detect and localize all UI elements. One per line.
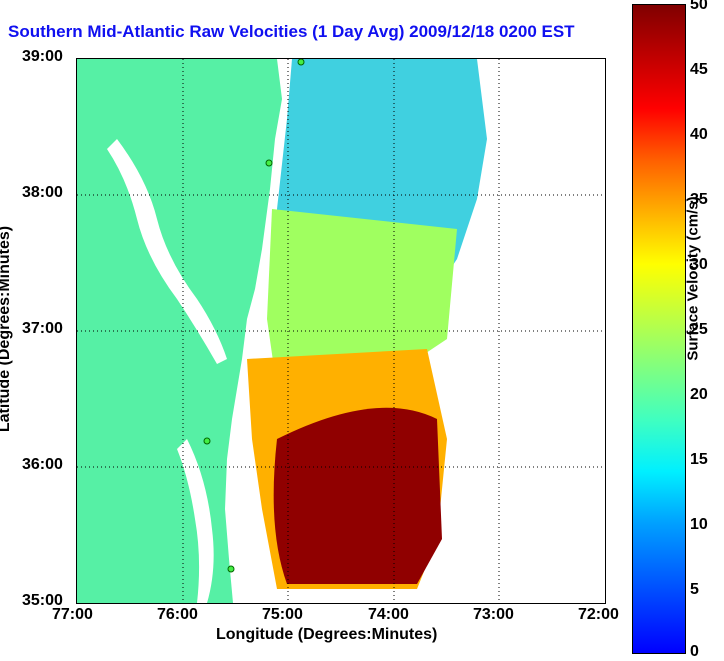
- colorbar-tick: 45: [690, 61, 708, 78]
- colorbar-tick: 30: [690, 256, 708, 273]
- velocity-field-mid: [267, 209, 457, 389]
- x-tick: 76:00: [157, 606, 198, 623]
- x-tick: 73:00: [473, 606, 514, 623]
- map-canvas: [77, 59, 605, 603]
- y-axis-label: Latitude (Degrees:Minutes): [0, 225, 14, 433]
- colorbar-tick: 40: [690, 126, 708, 143]
- map-title: Southern Mid-Atlantic Raw Velocities (1 …: [8, 22, 575, 41]
- y-tick: 39:00: [22, 48, 63, 65]
- y-tick: 35:00: [22, 592, 63, 609]
- colorbar-tick: 25: [690, 321, 708, 338]
- y-tick: 37:00: [22, 320, 63, 337]
- colorbar-tick: 10: [690, 516, 708, 533]
- colorbar: [632, 4, 686, 654]
- y-tick: 36:00: [22, 456, 63, 473]
- map-plot-area[interactable]: [76, 58, 606, 604]
- station-marker: [203, 437, 211, 445]
- x-tick: 72:00: [578, 606, 619, 623]
- colorbar-tick: 0: [690, 643, 699, 660]
- colorbar-tick: 5: [690, 581, 699, 598]
- station-marker: [297, 59, 305, 66]
- sound-water: [177, 439, 214, 603]
- colorbar-tick: 50: [690, 0, 708, 13]
- land-mass: [77, 59, 282, 603]
- x-axis-label: Longitude (Degrees:Minutes): [216, 626, 438, 643]
- x-tick: 74:00: [368, 606, 409, 623]
- station-marker: [265, 159, 273, 167]
- colorbar-tick: 20: [690, 386, 708, 403]
- colorbar-tick: 35: [690, 191, 708, 208]
- x-tick: 75:00: [262, 606, 303, 623]
- x-tick: 77:00: [52, 606, 93, 623]
- y-tick: 38:00: [22, 184, 63, 201]
- velocity-field-strong: [273, 407, 442, 584]
- station-marker: [227, 565, 235, 573]
- colorbar-tick: 15: [690, 451, 708, 468]
